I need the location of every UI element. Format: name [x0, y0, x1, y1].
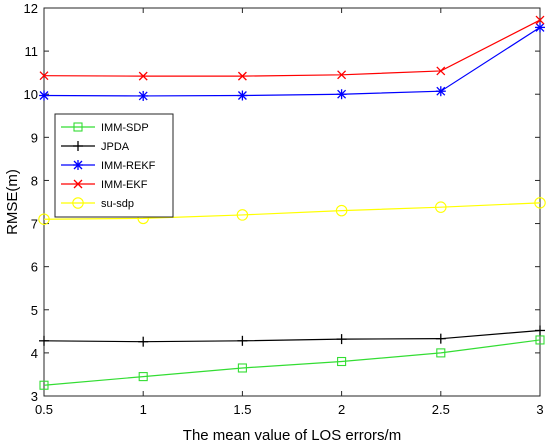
legend: IMM-SDP JPDA IMM-REKF IMM-EKF su-sdp [54, 113, 174, 218]
data-point [435, 201, 447, 213]
data-point [39, 90, 49, 101]
y-tick-label: 11 [25, 44, 39, 59]
series-jpda [39, 325, 545, 347]
legend-label: IMM-EKF [101, 179, 148, 191]
data-point [138, 372, 148, 382]
series-line [43, 202, 541, 220]
legend-label: IMM-REKF [101, 160, 156, 172]
x-axis: 0.5 1 1.5 2 2.5 3 [35, 8, 544, 417]
x-tick-label: 1.5 [233, 402, 251, 417]
data-point [435, 86, 446, 97]
y-tick-label: 8 [31, 173, 38, 188]
y-tick-label: 10 [24, 87, 38, 102]
series-line [43, 339, 541, 386]
series-line [43, 329, 541, 343]
data-point [336, 89, 347, 100]
data-point [237, 90, 248, 101]
data-point [236, 209, 249, 221]
legend-entry: su-sdp [61, 197, 134, 210]
legend-entry: IMM-EKF [61, 179, 148, 191]
data-point [436, 348, 446, 358]
data-point [138, 90, 149, 101]
legend-label: IMM-SDP [101, 122, 149, 134]
x-tick-label: 2 [338, 402, 345, 417]
series-layer [38, 15, 546, 390]
data-point [73, 141, 83, 151]
data-point [336, 334, 347, 345]
data-point [337, 356, 347, 367]
y-tick-label: 4 [31, 346, 38, 361]
y-tick-label: 3 [31, 389, 38, 404]
data-point [138, 336, 149, 347]
series-imm-ekf [39, 15, 545, 81]
x-tick-label: 3 [536, 402, 543, 417]
data-point [436, 66, 446, 76]
series-su-sdp [38, 197, 546, 225]
data-point [535, 335, 545, 345]
data-point [38, 213, 50, 225]
data-point [237, 335, 248, 346]
y-tick-label: 7 [31, 217, 38, 232]
data-point [39, 71, 49, 81]
data-point [435, 333, 446, 344]
legend-label: su-sdp [101, 198, 134, 210]
series-imm-rekf [39, 22, 545, 101]
x-tick-label: 2.5 [432, 402, 450, 417]
legend-label: JPDA [101, 141, 130, 153]
data-point [534, 197, 546, 209]
y-tick-label: 5 [31, 303, 38, 318]
y-tick-label: 12 [24, 1, 38, 16]
x-tick-label: 0.5 [35, 402, 53, 417]
data-point [39, 335, 49, 346]
data-point [73, 160, 83, 170]
legend-entry: IMM-SDP [61, 122, 149, 134]
data-point [237, 363, 247, 373]
series-line [43, 26, 541, 97]
series-imm-sdp [39, 335, 545, 390]
series-line [43, 19, 541, 77]
data-point [39, 380, 49, 390]
data-point [535, 325, 545, 336]
data-point [138, 71, 148, 81]
data-point [73, 179, 83, 189]
y-tick-label: 6 [31, 260, 38, 275]
legend-entry: IMM-REKF [61, 160, 156, 172]
legend-entry: JPDA [61, 141, 130, 153]
data-point [535, 22, 545, 33]
y-tick-label: 9 [31, 130, 38, 145]
x-axis-title: The mean value of LOS errors/m [183, 427, 401, 444]
data-point [73, 122, 83, 132]
x-tick-label: 1 [140, 402, 147, 417]
data-point [337, 70, 347, 80]
data-point [335, 204, 348, 217]
data-point [535, 15, 545, 25]
y-axis-title: RMSE(m) [4, 169, 21, 235]
data-point [237, 71, 247, 81]
data-point [72, 197, 84, 209]
